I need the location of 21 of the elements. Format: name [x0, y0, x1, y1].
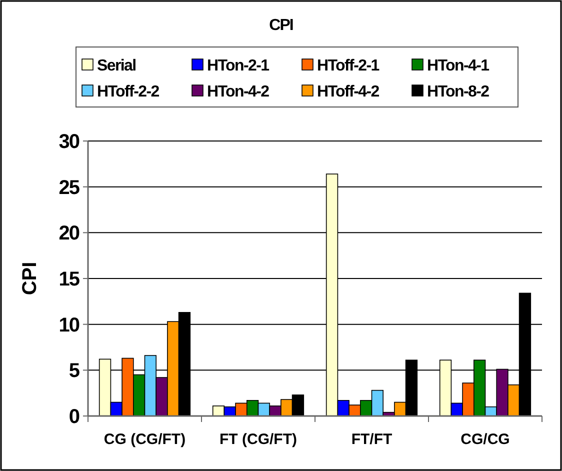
legend-label: HTon-4-1: [427, 58, 490, 75]
x-tick-label: CG (CG/FT): [104, 431, 186, 448]
y-tick-label: 15: [58, 268, 80, 290]
legend-label: HToff-2-2: [97, 84, 160, 101]
y-tick-label: 5: [68, 360, 80, 382]
y-tick-label: 0: [68, 406, 80, 428]
y-tick-label: 30: [58, 131, 80, 153]
legend-label: HTon-8-2: [427, 84, 490, 101]
legend-label: HToff-4-2: [317, 84, 380, 101]
x-tick-label: FT/FT: [351, 431, 392, 448]
x-tick-label: CG/CG: [460, 431, 510, 448]
legend-label: HTon-2-1: [207, 58, 270, 75]
chart-title: CPI: [269, 17, 294, 34]
x-tick-label: FT (CG/FT): [220, 431, 297, 448]
legend-label: HToff-2-1: [317, 58, 380, 75]
y-tick-label: 20: [58, 222, 80, 245]
y-tick-label: 25: [58, 176, 80, 199]
legend-label: HTon-4-2: [207, 84, 270, 101]
y-tick-label: 10: [58, 314, 80, 336]
legend-label: Serial: [97, 58, 136, 75]
y-axis-title: CPI: [19, 262, 41, 296]
